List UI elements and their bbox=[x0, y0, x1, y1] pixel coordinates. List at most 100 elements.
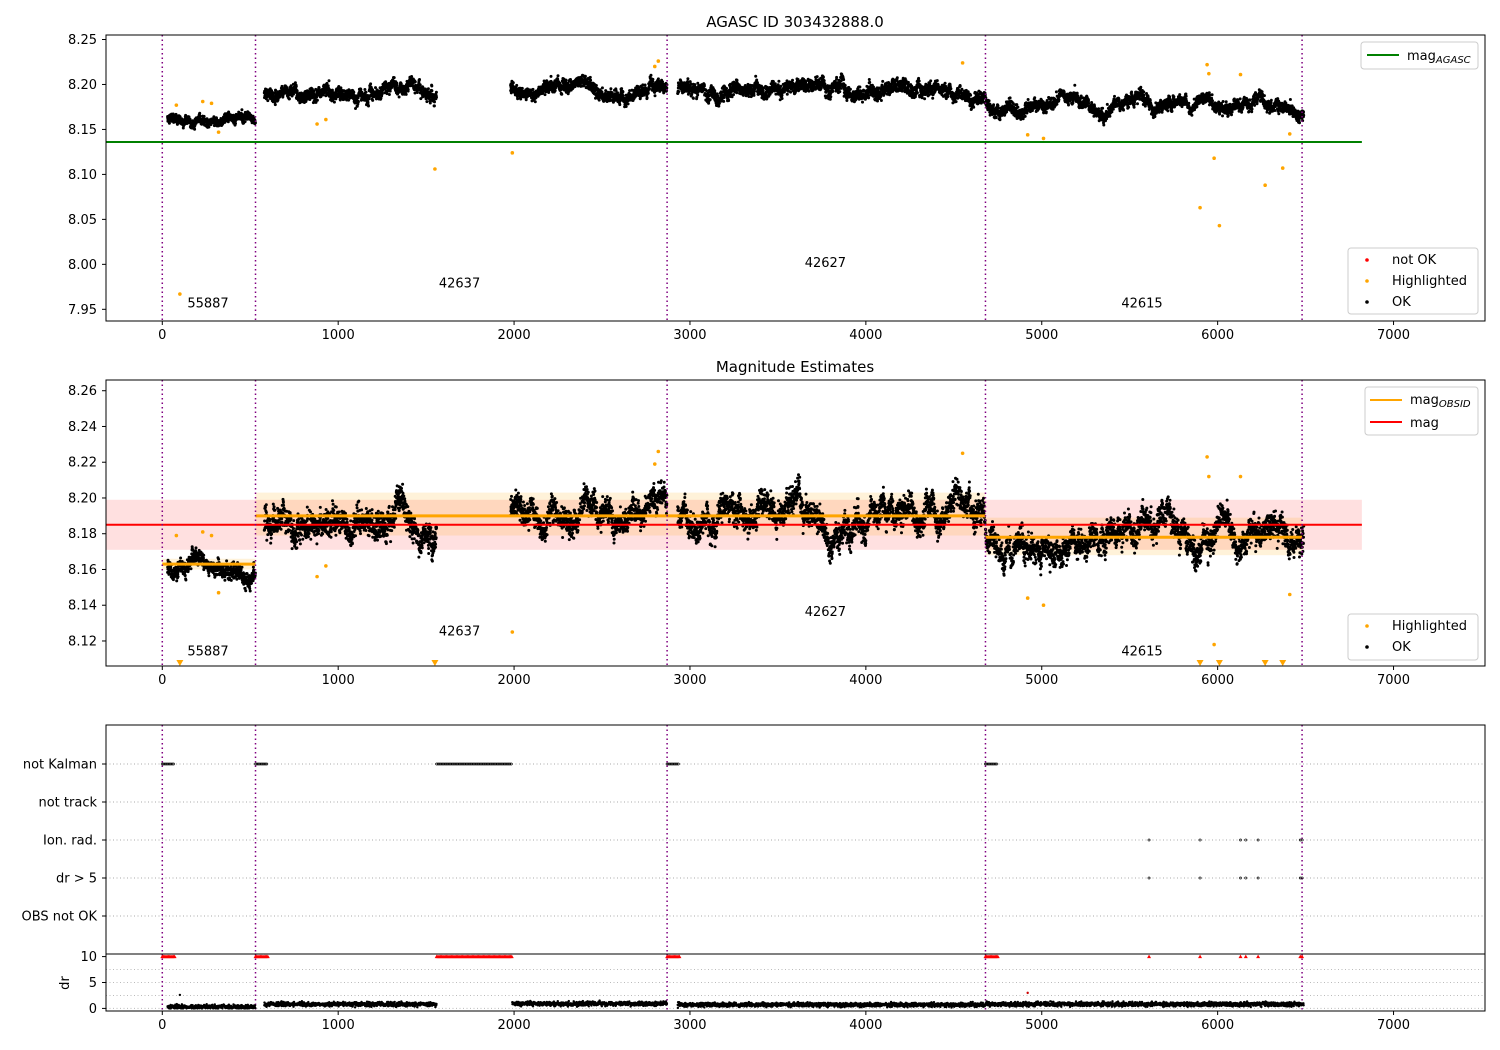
panel1-ok-point bbox=[226, 120, 230, 124]
panel1-ok-point bbox=[273, 100, 277, 104]
panel1-ok-point bbox=[662, 91, 666, 95]
panel1-ok-point bbox=[702, 84, 706, 88]
panel1-ok-point bbox=[367, 104, 370, 108]
panel1-ok-point bbox=[270, 89, 274, 93]
panel1-ok-point bbox=[274, 88, 277, 92]
panel1-ok-point bbox=[690, 93, 694, 97]
panel1-ok-point bbox=[624, 105, 628, 108]
panel1-ok-point bbox=[543, 93, 547, 97]
panel1-ok-point bbox=[516, 97, 520, 101]
panel1-ok-point bbox=[994, 116, 998, 120]
panel1-ok-point bbox=[789, 90, 793, 94]
panel1-ok-point bbox=[433, 100, 436, 104]
panel1-ok-point bbox=[773, 82, 777, 86]
panel1-ok-point bbox=[958, 84, 962, 88]
panel1-ok-point bbox=[531, 87, 535, 91]
panel1-ok-point bbox=[371, 98, 375, 102]
panel1-ok-point bbox=[998, 118, 1002, 122]
panel1-ok-point bbox=[295, 89, 299, 93]
panel1-ok-point bbox=[895, 76, 899, 80]
panel1-ok-point bbox=[735, 91, 739, 95]
panel1-ok-point bbox=[364, 90, 368, 94]
panel1-ok-point bbox=[732, 93, 735, 97]
panel1-ok-point bbox=[515, 83, 519, 87]
panel1-ok-point bbox=[717, 104, 721, 108]
panel1-ok-point bbox=[432, 104, 436, 108]
panel1-ok-point bbox=[677, 90, 681, 94]
panel1-ok-point bbox=[594, 84, 598, 87]
panel1-ok-point bbox=[780, 97, 784, 100]
panel1-ok-point bbox=[167, 121, 171, 125]
panel1-ok-point bbox=[181, 126, 185, 130]
panel1-ok-point bbox=[410, 75, 414, 78]
panel1-ok-point bbox=[646, 91, 650, 95]
panel1-ok-point bbox=[243, 120, 247, 124]
panel1-ok-point bbox=[352, 90, 356, 94]
agasc-magnitude-panel: AGASC ID 303432888.0 5588742637426274261… bbox=[68, 13, 1486, 343]
panel1-ok-point bbox=[533, 100, 537, 104]
panel1-ok-point bbox=[415, 91, 419, 94]
panel1-ok-point bbox=[240, 108, 244, 112]
panel1-ok-point bbox=[366, 100, 370, 104]
panel1-ok-point bbox=[234, 122, 237, 125]
panel1-ok-point bbox=[735, 78, 739, 82]
panel1-ok-point bbox=[785, 92, 789, 96]
panel1-ok-point bbox=[418, 83, 422, 87]
panel1-ok-point bbox=[954, 100, 958, 104]
panel1-ok-point bbox=[188, 118, 192, 122]
panel1-ok-point bbox=[725, 87, 728, 90]
panel1-ok-point bbox=[923, 97, 927, 101]
panel1-ok-point bbox=[198, 114, 202, 118]
panel1-ok-point bbox=[831, 89, 835, 93]
panel1-ok-point bbox=[861, 100, 864, 104]
panel1-ok-point bbox=[917, 79, 921, 83]
panel1-ok-point bbox=[600, 86, 604, 90]
panel1-ok-point bbox=[867, 78, 871, 81]
panel1-ok-point bbox=[621, 90, 625, 94]
panel1-ok-point bbox=[430, 84, 434, 88]
panel1-ok-point bbox=[752, 93, 756, 97]
panel1-ok-point bbox=[829, 95, 833, 99]
panel1-ok-point bbox=[564, 78, 568, 82]
panel1-ok-point bbox=[553, 89, 557, 93]
panel1-ok-point bbox=[648, 87, 651, 91]
panel1-ok-point bbox=[395, 81, 399, 85]
panel1-ok-point bbox=[858, 85, 862, 89]
panel1-ok-point bbox=[556, 74, 560, 78]
panel1-ok-point bbox=[620, 87, 624, 91]
panel1-ok-point bbox=[815, 75, 819, 79]
panel1-ok-point bbox=[949, 87, 953, 91]
panel1-ok-point bbox=[777, 79, 781, 83]
panel1-ok-point bbox=[583, 74, 587, 78]
panel1-ok-point bbox=[848, 87, 852, 91]
panel1-ok-point bbox=[722, 99, 726, 103]
panel1-ok-point bbox=[363, 88, 367, 91]
panel1-ok-point bbox=[915, 91, 919, 95]
panel1-ok-point bbox=[643, 83, 647, 87]
panel1-ok-point bbox=[987, 99, 991, 103]
panel1-ok-point bbox=[332, 100, 336, 104]
panel1-ok-point bbox=[838, 90, 842, 94]
panel1-ok-point bbox=[691, 96, 695, 100]
panel1-ok-point bbox=[653, 94, 657, 98]
panel1-ok-point bbox=[202, 114, 206, 118]
panel1-ok-point bbox=[315, 98, 319, 102]
panel1-ok-point bbox=[174, 114, 178, 118]
panel1-ok-point bbox=[1008, 96, 1012, 100]
panel1-ok-point bbox=[791, 78, 794, 82]
panel1-ok-point bbox=[651, 77, 655, 81]
panel1-ok-point bbox=[356, 100, 360, 104]
panel1-ok-point bbox=[588, 75, 592, 79]
panel1-ok-point bbox=[266, 99, 270, 103]
panel1-ok-point bbox=[879, 99, 883, 102]
panel1-ok-point bbox=[689, 82, 693, 86]
panel1-ok-point bbox=[180, 117, 184, 121]
panel1-ok-point bbox=[943, 81, 947, 85]
panel1-ok-point bbox=[727, 99, 731, 103]
panel1-ok-point bbox=[717, 101, 721, 105]
panel1-ok-point bbox=[326, 84, 330, 88]
panel1-ok-point bbox=[212, 115, 216, 119]
panel1-ok-point bbox=[434, 90, 438, 94]
panel1-ok-point bbox=[193, 127, 197, 131]
